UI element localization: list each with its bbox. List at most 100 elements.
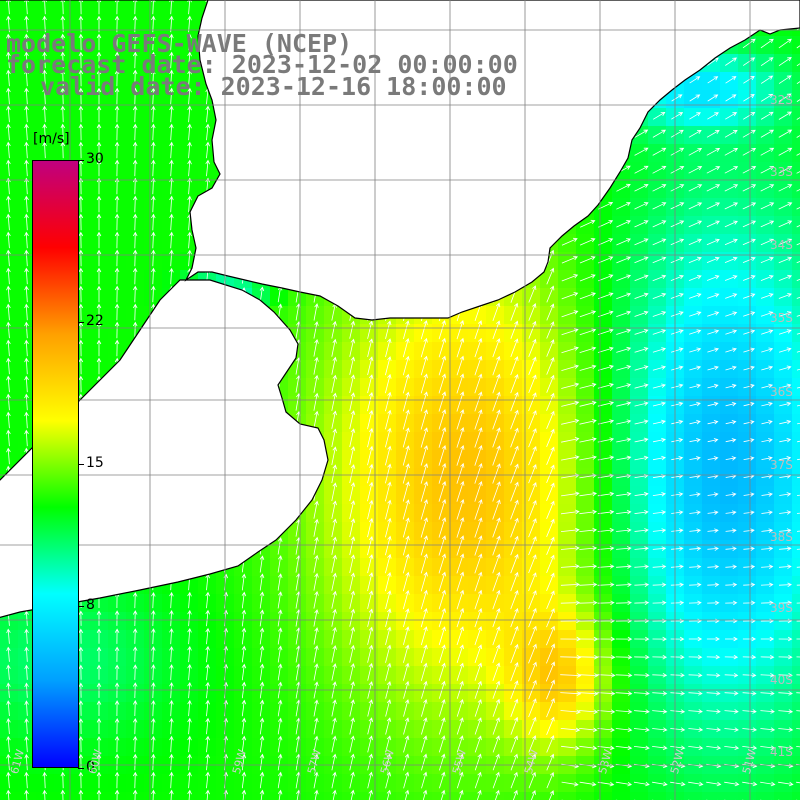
wind-arrow (151, 249, 156, 267)
wind-arrow (474, 517, 483, 538)
wind-arrow (725, 293, 738, 299)
wind-cell (792, 162, 800, 181)
wind-arrow (132, 592, 138, 609)
wind-arrow (277, 609, 283, 627)
wind-arrow (688, 600, 702, 606)
wind-arrow (114, 177, 120, 195)
wind-arrow (114, 321, 120, 339)
wind-arrow (579, 491, 598, 497)
wind-arrow (96, 123, 102, 141)
wind-cell (792, 90, 800, 109)
wind-arrow (313, 392, 319, 411)
wind-arrow (169, 628, 174, 645)
wind-arrow (385, 338, 392, 358)
wind-arrow (510, 698, 519, 717)
wind-arrow (438, 608, 446, 628)
wind-arrow (96, 682, 102, 698)
wind-arrow (743, 365, 755, 371)
wind-arrow (670, 727, 686, 732)
wind-arrow (187, 0, 192, 15)
wind-arrow (421, 699, 428, 717)
wind-cell (792, 648, 800, 667)
wind-arrow (349, 753, 355, 771)
wind-arrow (96, 753, 102, 771)
wind-arrow (313, 771, 319, 789)
wind-arrow (114, 105, 120, 123)
wind-arrow (634, 347, 649, 353)
wind-cell (450, 792, 469, 800)
wind-arrow (187, 753, 192, 771)
wind-arrow (561, 346, 579, 354)
wind-arrow (670, 564, 684, 569)
wind-arrow (796, 404, 800, 407)
wind-arrow (528, 356, 537, 375)
wind-arrow (528, 392, 537, 412)
wind-arrow (349, 717, 355, 735)
wind-arrow (331, 428, 337, 447)
wind-arrow (510, 608, 519, 628)
wind-arrow (597, 781, 615, 787)
wind-arrow (96, 159, 102, 177)
wind-arrow (78, 646, 84, 662)
wind-arrow (634, 546, 649, 551)
wind-arrow (670, 220, 685, 228)
wind-arrow (456, 589, 465, 610)
wind-arrow (652, 546, 667, 551)
wind-arrow (403, 608, 410, 628)
wind-arrow (6, 159, 11, 177)
wind-arrow (241, 717, 247, 735)
wind-arrow (560, 600, 581, 605)
wind-arrow (385, 320, 392, 339)
wind-arrow (670, 311, 684, 317)
wind-arrow (474, 662, 483, 681)
wind-arrow (528, 303, 537, 321)
wind-arrow (652, 528, 667, 533)
wind-arrow (510, 427, 519, 448)
wind-arrow (796, 350, 800, 353)
wind-arrow (778, 220, 793, 228)
wind-arrow (760, 293, 774, 299)
wind-arrow (779, 365, 792, 371)
wind-arrow (634, 365, 649, 371)
wind-arrow (652, 274, 667, 282)
wind-cell (792, 684, 800, 703)
wind-arrow (169, 735, 174, 753)
wind-arrow (546, 357, 555, 375)
wind-arrow (187, 195, 192, 213)
wind-arrow (187, 51, 192, 69)
wind-arrow (456, 373, 465, 394)
wind-arrow (546, 464, 555, 483)
wind-arrow (528, 464, 537, 484)
wind-arrow (724, 709, 739, 714)
wind-arrow (169, 123, 174, 141)
wind-arrow (742, 166, 757, 174)
wind-arrow (670, 166, 685, 174)
wind-arrow (796, 494, 800, 496)
wind-arrow (670, 184, 685, 192)
wind-arrow (670, 147, 685, 156)
wind-arrow (725, 112, 738, 120)
wind-arrow (634, 636, 650, 642)
wind-arrow (187, 177, 192, 195)
wind-arrow (615, 636, 633, 642)
wind-arrow (492, 302, 501, 322)
wind-cell (288, 792, 307, 800)
wind-arrow (6, 303, 11, 321)
wind-arrow (671, 365, 684, 371)
wind-arrow (456, 699, 464, 717)
wind-arrow (187, 663, 192, 681)
wind-arrow (438, 517, 447, 538)
wind-arrow (796, 135, 800, 138)
wind-arrow (742, 148, 757, 156)
wind-arrow (528, 536, 537, 556)
wind-arrow (403, 753, 410, 771)
wind-arrow (706, 691, 721, 696)
wind-arrow (474, 626, 483, 646)
wind-arrow (671, 383, 684, 389)
wind-cell (720, 792, 739, 800)
wind-cell (792, 414, 800, 433)
wind-arrow (96, 141, 102, 159)
wind-arrow (438, 644, 446, 664)
wind-arrow (474, 535, 483, 556)
wind-arrow (205, 159, 210, 177)
